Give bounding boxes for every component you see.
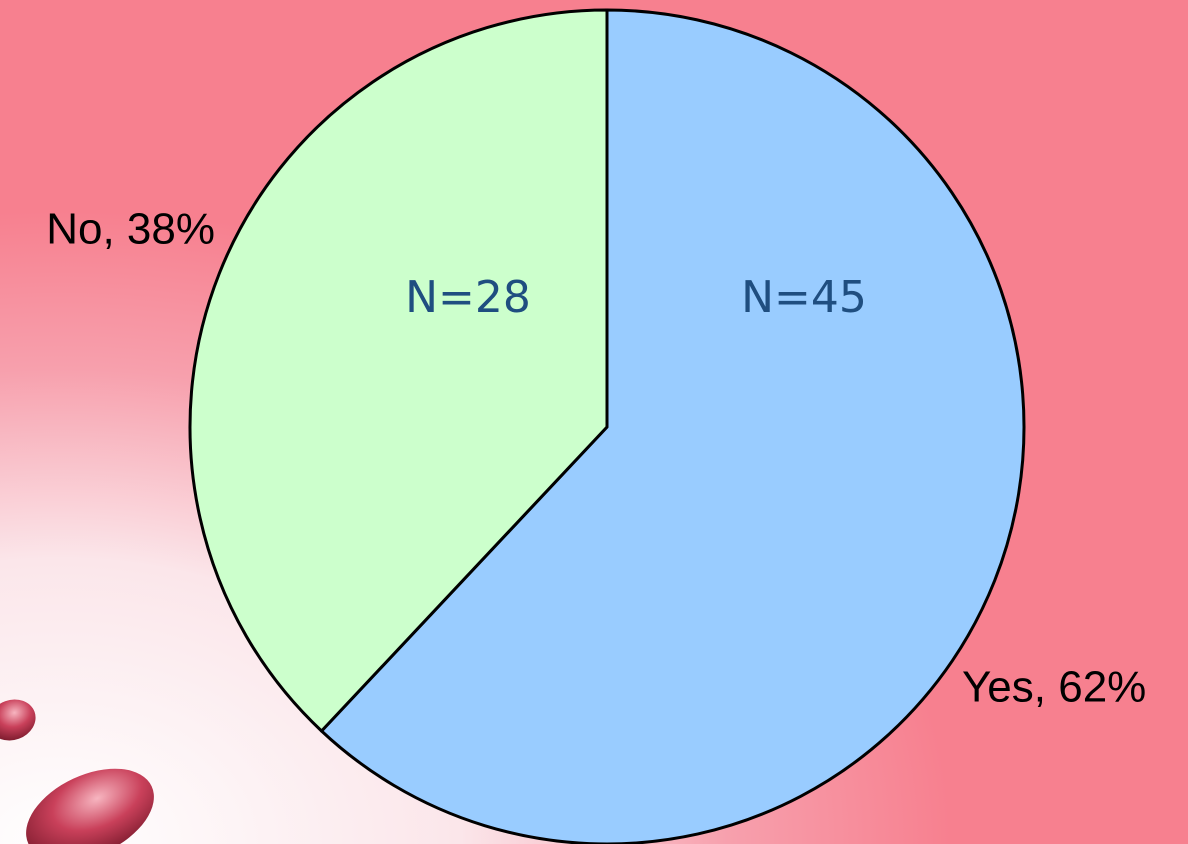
decor-pill <box>26 768 154 844</box>
decor-pill <box>0 699 36 741</box>
pie-slice <box>188 8 609 733</box>
slice-annotation: N=28 <box>405 272 531 323</box>
slice-label: No, 38% <box>46 205 215 254</box>
slice-label: Yes, 62% <box>962 663 1146 712</box>
slice-annotation: N=45 <box>741 272 867 323</box>
pie-slice <box>320 8 1026 844</box>
